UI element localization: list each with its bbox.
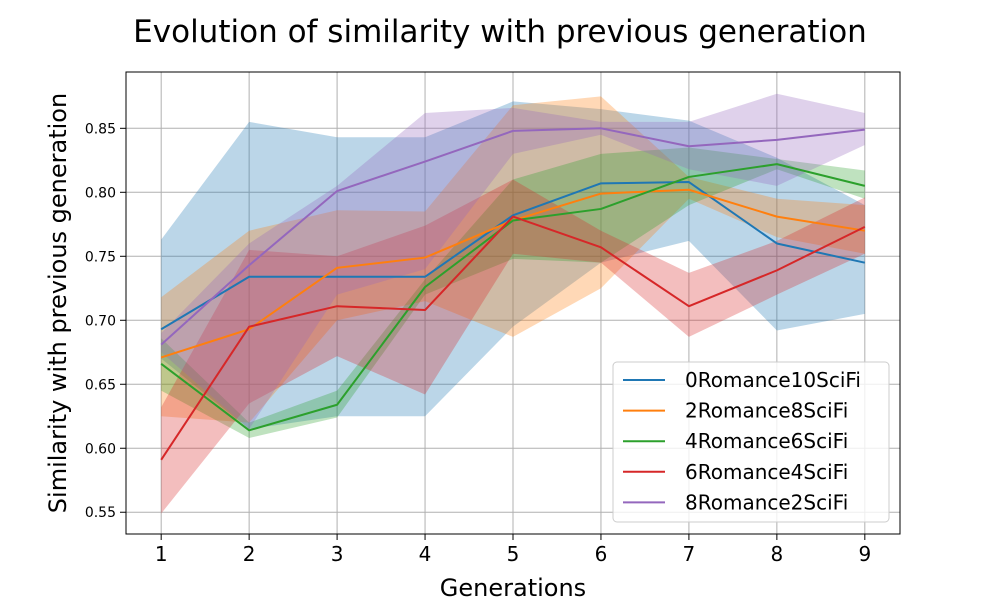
series-line-8Romance2SciFi — [160, 127, 865, 346]
legend-label: 6Romance4SciFi — [685, 460, 848, 484]
x-tick-label: 3 — [331, 542, 344, 566]
x-tick-label: 5 — [507, 542, 520, 566]
legend: 0Romance10SciFi 2Romance8SciFi 4Romance6Sc… — [612, 361, 890, 523]
y-tick-label: 0.75 — [85, 249, 116, 265]
y-axis-label: Similarity with previous generation — [44, 93, 72, 513]
y-axis-ticks: 0.55 0.60 0.65 0.70 0.75 0.80 0.85 — [85, 121, 126, 521]
chart-title: Evolution of similarity with previous ge… — [133, 14, 867, 50]
y-tick-label: 0.65 — [85, 377, 116, 393]
x-axis-label: Generations — [440, 574, 586, 600]
x-axis-ticks: 1 2 3 4 5 6 7 8 9 — [155, 534, 871, 566]
x-tick-label: 8 — [770, 542, 783, 566]
legend-label: 8Romance2SciFi — [685, 490, 848, 514]
x-tick-label: 7 — [683, 542, 696, 566]
series-line-4Romance6SciFi — [160, 163, 866, 432]
y-tick-label: 0.70 — [85, 313, 116, 329]
band-6Romance4SciFi — [161, 179, 865, 514]
legend-label: 4Romance6SciFi — [685, 429, 848, 453]
y-tick-label: 0.85 — [85, 121, 116, 137]
legend-box — [612, 361, 890, 523]
y-tick-label: 0.55 — [85, 505, 116, 521]
band-8Romance2SciFi — [161, 93, 865, 430]
legend-label: 0Romance10SciFi — [685, 368, 861, 392]
series-line-0Romance10SciFi — [160, 181, 866, 331]
x-tick-label: 4 — [419, 542, 432, 566]
x-tick-label: 6 — [595, 542, 608, 566]
series-line-6Romance4SciFi — [160, 215, 866, 461]
x-tick-label: 1 — [155, 542, 168, 566]
x-tick-label: 2 — [243, 542, 256, 566]
band-4Romance6SciFi — [161, 147, 865, 439]
legend-label: 2Romance8SciFi — [685, 399, 848, 423]
band-0Romance10SciFi — [161, 101, 865, 430]
series-lines — [160, 127, 866, 461]
y-tick-label: 0.60 — [85, 441, 116, 457]
y-tick-label: 0.80 — [85, 185, 116, 201]
x-tick-label: 9 — [858, 542, 871, 566]
